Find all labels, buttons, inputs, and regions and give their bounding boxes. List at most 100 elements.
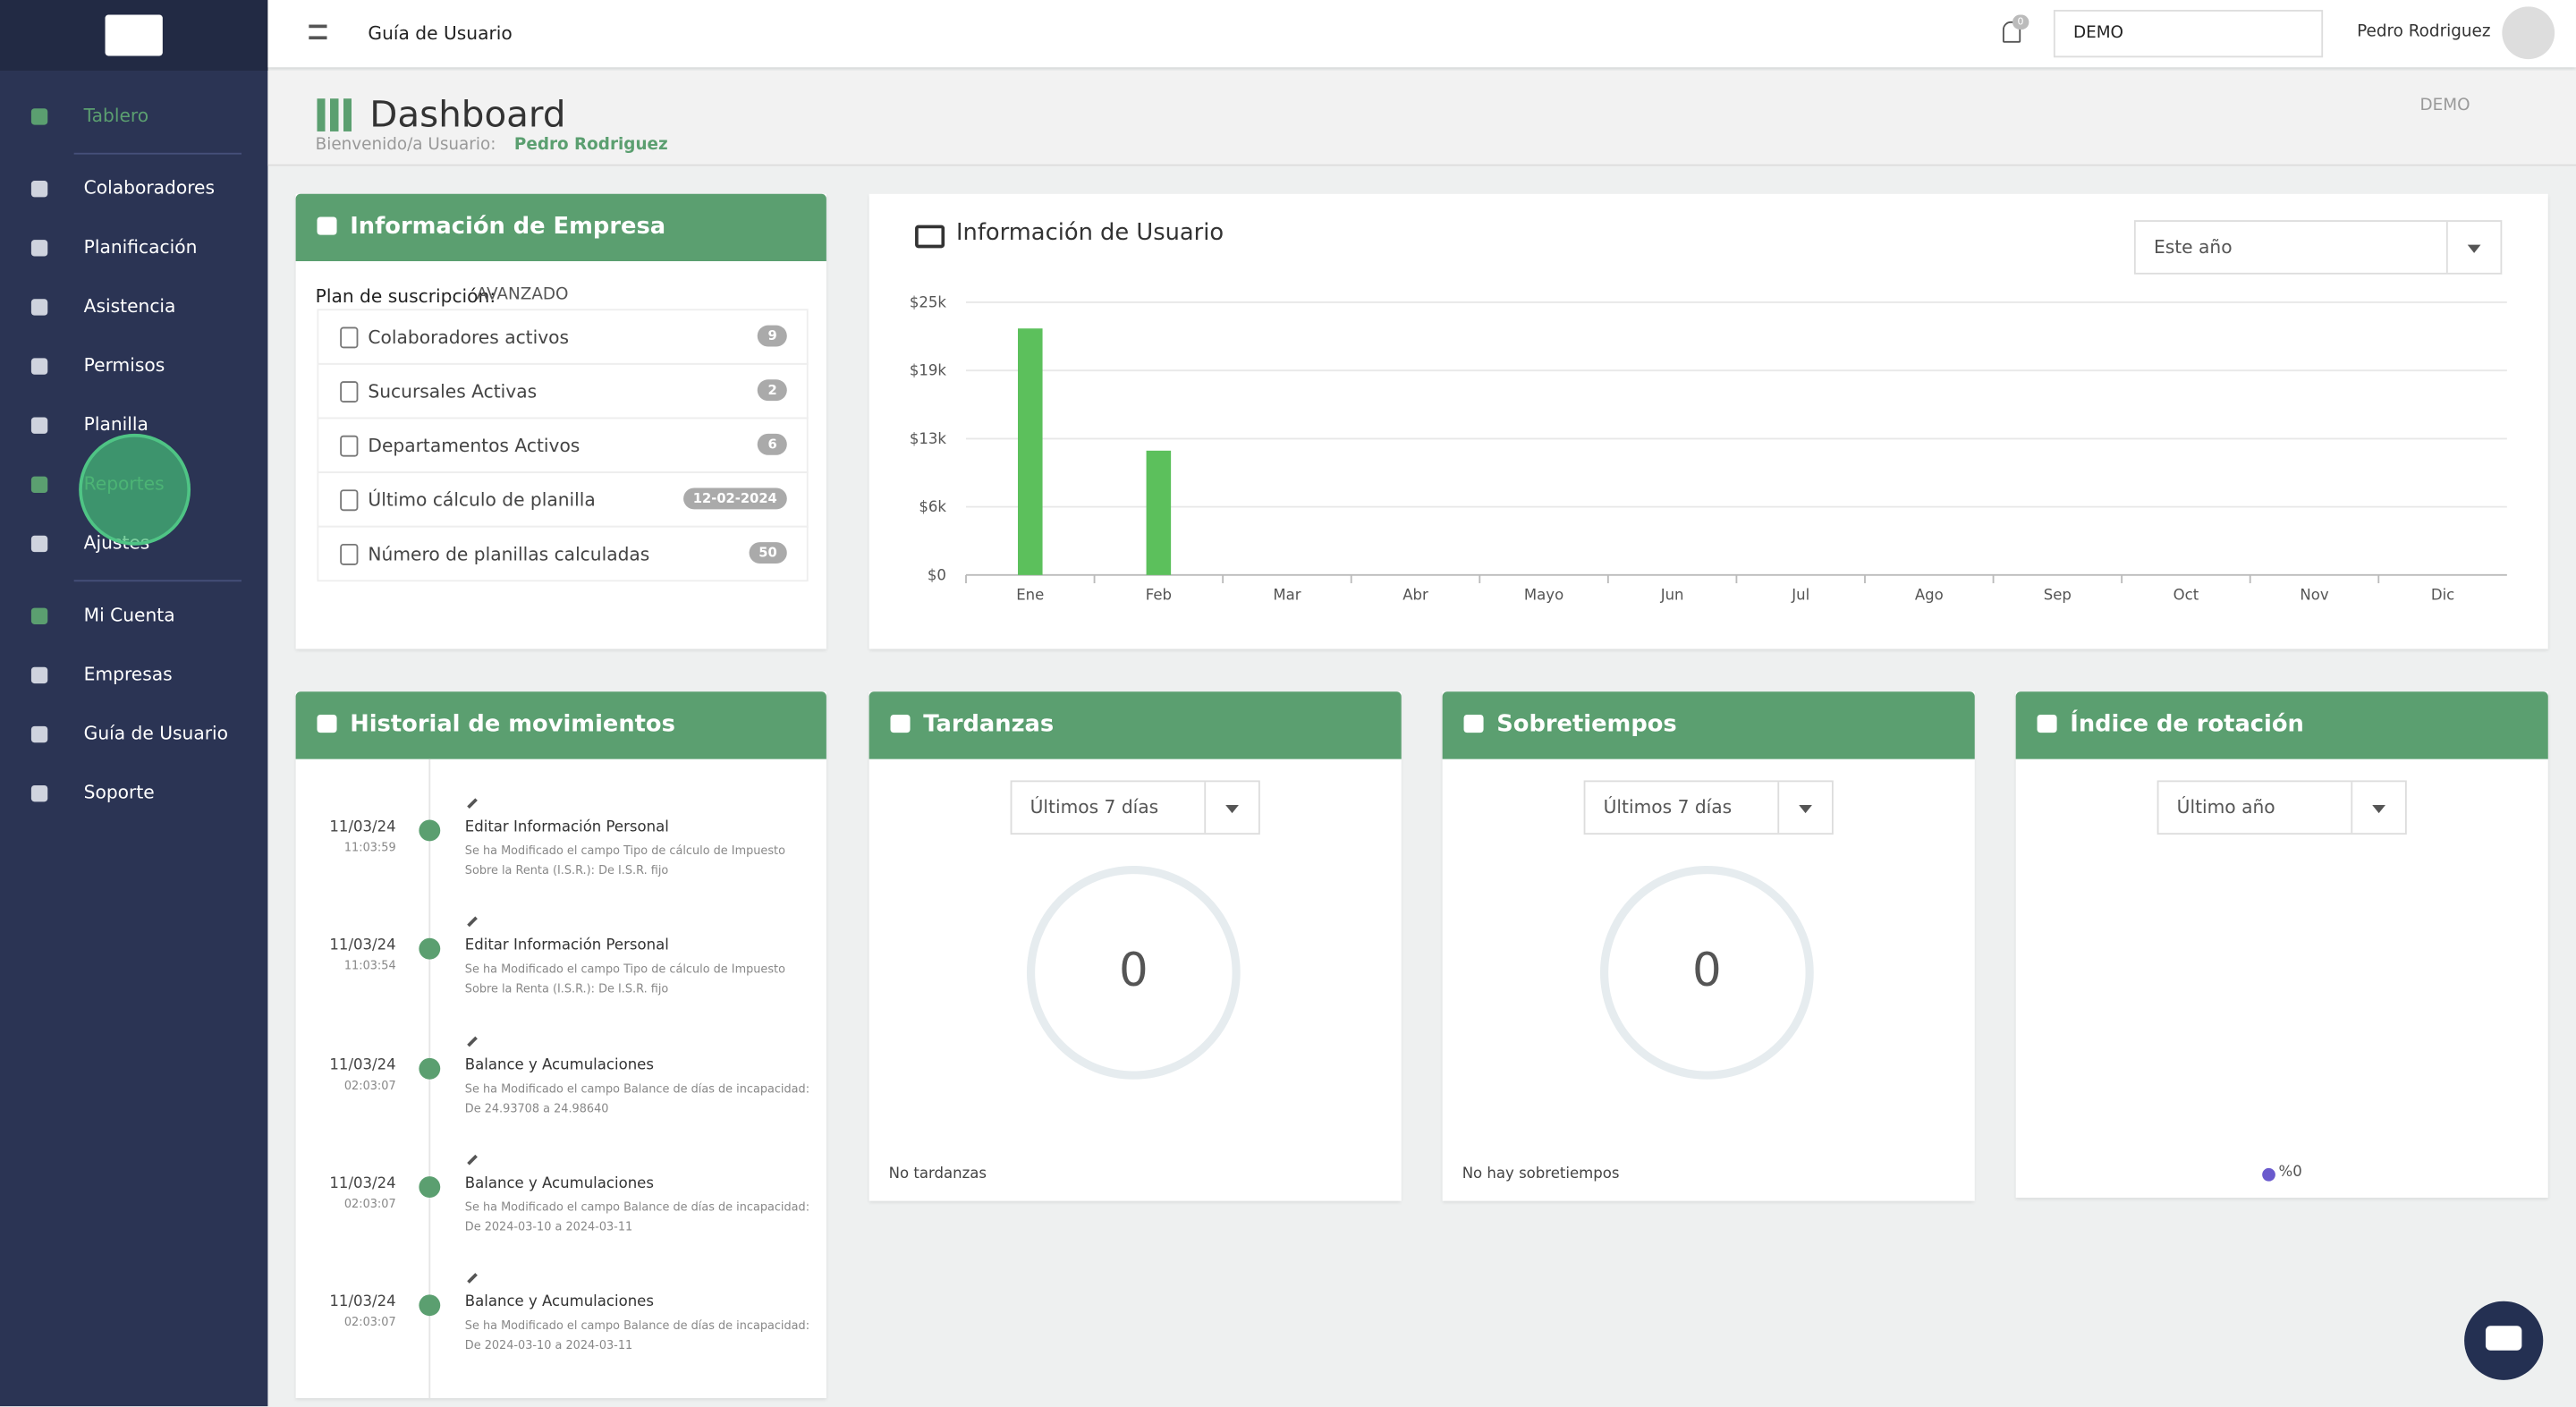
company-panel: Información de Empresa Plan de suscripció…: [295, 193, 826, 649]
item-label: Departamentos Activos: [368, 435, 580, 457]
movement-title: Balance y Acumulaciones: [464, 1057, 654, 1074]
legend-dot: [2262, 1167, 2275, 1182]
legend-label: %0: [2278, 1165, 2302, 1182]
edit-icon: [467, 798, 478, 809]
movement-desc: Se ha Modificado el campo Balance de día…: [464, 1319, 810, 1352]
edit-icon: [467, 917, 478, 928]
x-tick-label: Feb: [1146, 586, 1172, 603]
panel-header: Historial de movimientos: [295, 691, 826, 759]
x-tick-label: Nov: [2300, 586, 2328, 603]
nav-icon: [30, 784, 48, 802]
movement-title: Balance y Acumulaciones: [464, 1294, 654, 1312]
bar: [1146, 450, 1172, 575]
select-caret: [1204, 782, 1258, 834]
notification-count: 0: [2012, 14, 2029, 30]
nav-item[interactable]: Asistencia: [0, 287, 267, 326]
panel-icon: [1463, 714, 1484, 733]
filter-select[interactable]: Último año: [2157, 780, 2407, 835]
dashboard-icon: [317, 98, 353, 131]
movement-title: Balance y Acumulaciones: [464, 1175, 654, 1193]
nav-item[interactable]: Empresas: [0, 656, 267, 695]
panel-title: Índice de rotación: [2070, 711, 2304, 738]
item-icon: [340, 326, 359, 349]
info-item: Último cálculo de planilla 12-02-2024: [317, 471, 809, 528]
info-item: Departamentos Activos 6: [317, 417, 809, 473]
panel-icon: [317, 216, 337, 235]
item-icon: [340, 543, 359, 565]
movement-desc: Se ha Modificado el campo Balance de día…: [464, 1200, 810, 1234]
y-tick-label: $25k: [910, 293, 947, 310]
nav-item[interactable]: Tablero: [0, 97, 267, 136]
nav-item[interactable]: Planificación: [0, 228, 267, 267]
panel-title: Sobretiempos: [1496, 711, 1677, 738]
chat-button[interactable]: [2464, 1301, 2544, 1380]
filter-select[interactable]: Últimos 7 días: [1583, 780, 1834, 835]
info-item: Número de planillas calculadas 50: [317, 525, 809, 582]
panel-header: Sobretiempos: [1442, 691, 1975, 759]
company-select[interactable]: DEMO: [2053, 10, 2324, 58]
rotation-panel: Índice de rotación Último año %0: [2015, 691, 2548, 1198]
nav-icon: [30, 417, 48, 434]
nav-label: Asistencia: [83, 295, 176, 318]
item-icon: [340, 435, 359, 457]
menu-toggle[interactable]: [309, 24, 327, 40]
nav-item[interactable]: Guía de Usuario: [0, 715, 267, 754]
timeline-dot: [419, 1294, 441, 1317]
edit-icon: [467, 1273, 478, 1284]
movement-title: Editar Información Personal: [464, 938, 669, 955]
nav-label: Planilla: [83, 413, 148, 436]
bar: [1018, 328, 1043, 575]
nav-item[interactable]: Planilla: [0, 406, 267, 445]
item-label: Número de planillas calculadas: [368, 543, 650, 565]
separator: [73, 580, 242, 582]
gauge: 0: [1026, 865, 1241, 1080]
panel-icon: [915, 225, 945, 249]
movement-date: 11/03/24: [329, 1057, 396, 1074]
logo[interactable]: [0, 0, 268, 71]
panel-title: Información de Empresa: [350, 213, 666, 241]
plan-value: AVANZADO: [476, 285, 569, 304]
nav-item[interactable]: Colaboradores: [0, 169, 267, 208]
avatar[interactable]: [2502, 6, 2555, 60]
item-label: Último cálculo de planilla: [368, 489, 596, 512]
nav-label: Planificación: [83, 236, 198, 259]
panel-icon: [317, 714, 337, 733]
sidebar: Tablero Colaboradores Planificación Asisten…: [0, 0, 268, 1407]
select-value: Último año: [2176, 796, 2275, 818]
page-title: Dashboard: [369, 95, 566, 137]
movement-time: 11:03:54: [343, 960, 396, 973]
x-tick-label: Mayo: [1524, 586, 1563, 603]
select-caret: [1777, 782, 1832, 834]
movement-time: 02:03:07: [343, 1078, 396, 1092]
topbar-title[interactable]: Guía de Usuario: [368, 22, 513, 45]
y-tick-label: $6k: [919, 498, 946, 515]
movement-time: 11:03:59: [343, 841, 396, 855]
filter-select[interactable]: Últimos 7 días: [1010, 780, 1260, 835]
movement-item: 11/03/24 02:03:07 Balance y Acumulaciones S…: [296, 1035, 826, 1155]
x-tick-label: Abr: [1402, 586, 1428, 603]
x-tick-label: Sep: [2044, 586, 2072, 603]
item-badge: 50: [749, 542, 787, 564]
filter-select[interactable]: Este año: [2133, 220, 2503, 275]
movement-desc: Se ha Modificado el campo Tipo de cálcul…: [464, 844, 785, 877]
nav-item[interactable]: Permisos: [0, 347, 267, 386]
panel-header: Tardanzas: [869, 691, 1402, 759]
bell[interactable]: [2002, 21, 2021, 43]
select-value: Últimos 7 días: [1603, 796, 1733, 818]
user-name[interactable]: Pedro Rodriguez: [2357, 22, 2491, 41]
panel-header: Índice de rotación: [2015, 691, 2548, 759]
nav-label: Empresas: [83, 664, 173, 685]
nav-item[interactable]: Soporte: [0, 774, 267, 813]
nav-item[interactable]: Mi Cuenta: [0, 597, 267, 636]
nav-icon: [30, 358, 48, 375]
y-tick-label: $13k: [910, 430, 947, 447]
item-icon: [340, 489, 359, 512]
movement-desc: Se ha Modificado el campo Tipo de cálcul…: [464, 962, 785, 996]
x-tick-label: Jun: [1660, 586, 1684, 603]
plan-label: Plan de suscripción:: [315, 285, 496, 308]
movement-title: Editar Información Personal: [464, 819, 669, 836]
nav-icon: [30, 240, 48, 257]
item-badge: 12-02-2024: [682, 487, 787, 510]
welcome-label: Bienvenido/a Usuario:: [315, 136, 496, 155]
nav-icon: [30, 666, 48, 684]
